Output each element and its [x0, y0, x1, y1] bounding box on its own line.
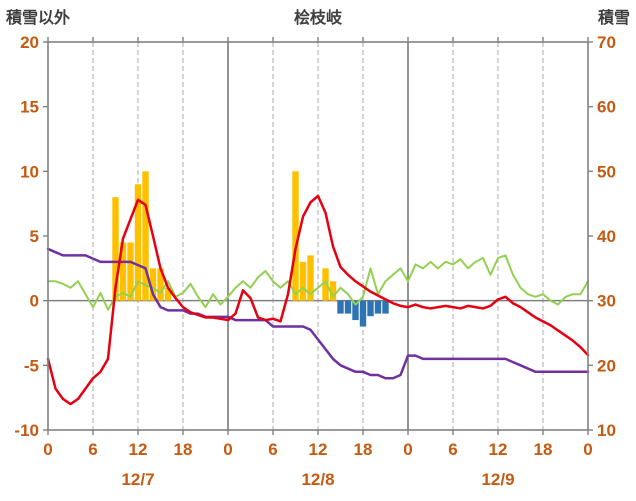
svg-text:12/8: 12/8	[301, 470, 334, 489]
svg-text:18: 18	[174, 440, 193, 459]
svg-text:6: 6	[88, 440, 97, 459]
svg-text:10: 10	[20, 162, 39, 181]
svg-text:6: 6	[448, 440, 457, 459]
svg-text:12: 12	[129, 440, 148, 459]
svg-text:18: 18	[354, 440, 373, 459]
svg-text:15: 15	[20, 98, 39, 117]
svg-text:-10: -10	[14, 421, 39, 440]
svg-text:0: 0	[583, 440, 592, 459]
svg-text:12/9: 12/9	[481, 470, 514, 489]
chart-title: 桧枝岐	[293, 10, 342, 27]
left-axis-title: 積雪以外	[6, 10, 71, 27]
svg-text:5: 5	[30, 227, 39, 246]
svg-text:0: 0	[403, 440, 412, 459]
right-axis-title: 積雪	[597, 10, 630, 27]
svg-text:18: 18	[534, 440, 553, 459]
svg-text:12: 12	[489, 440, 508, 459]
svg-text:0: 0	[223, 440, 232, 459]
svg-text:10: 10	[597, 421, 616, 440]
svg-text:70: 70	[597, 33, 616, 52]
svg-text:0: 0	[43, 440, 52, 459]
svg-text:-5: -5	[24, 356, 39, 375]
svg-text:0: 0	[30, 292, 39, 311]
svg-text:50: 50	[597, 162, 616, 181]
svg-text:6: 6	[268, 440, 277, 459]
svg-text:60: 60	[597, 98, 616, 117]
svg-text:20: 20	[20, 33, 39, 52]
svg-text:20: 20	[597, 356, 616, 375]
svg-text:40: 40	[597, 227, 616, 246]
svg-text:12: 12	[309, 440, 328, 459]
svg-text:12/7: 12/7	[121, 470, 154, 489]
svg-text:30: 30	[597, 292, 616, 311]
